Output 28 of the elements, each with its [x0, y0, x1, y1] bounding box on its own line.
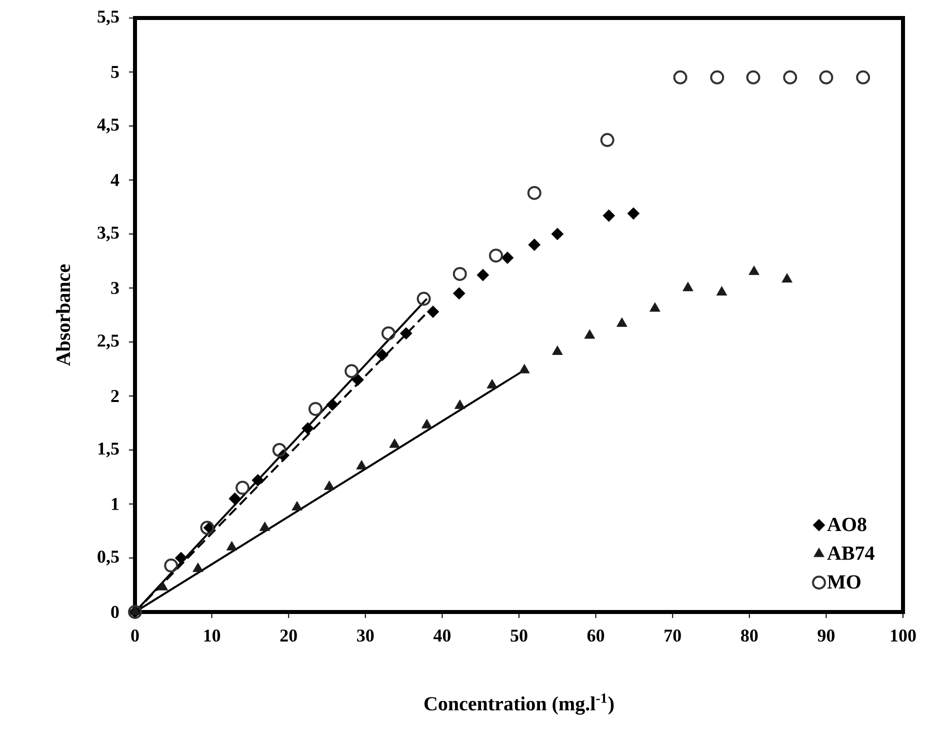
x-tick-label: 40: [433, 630, 451, 642]
y-tick-label: 5: [111, 66, 119, 78]
x-tick-label: 80: [741, 630, 758, 642]
y-axis-title: Absorbance: [56, 264, 70, 366]
x-tick-label: 70: [664, 630, 681, 642]
y-tick-label: 2: [111, 390, 119, 402]
legend-label: AO8: [827, 518, 866, 532]
y-tick-label: 3: [111, 282, 119, 294]
x-tick-label: 100: [890, 630, 916, 642]
x-tick-label: 30: [357, 630, 374, 642]
x-tick-label: 20: [280, 630, 297, 642]
x-tick-label: 50: [510, 630, 528, 642]
legend-label: MO: [827, 575, 860, 589]
legend-label: AB74: [827, 546, 874, 560]
y-tick-label: 5,5: [98, 10, 119, 26]
x-axis-title: Concentration (mg.l$^{-1}$): [424, 694, 614, 715]
y-tick-label: 0,5: [98, 550, 119, 566]
y-tick-label: 3,5: [98, 226, 119, 242]
y-tick-label: 2,5: [98, 334, 119, 350]
y-tick-label: 4: [110, 174, 120, 186]
y-tick-label: 4,5: [97, 118, 119, 134]
y-tick-label: 1: [112, 498, 119, 510]
x-tick-label: 10: [204, 630, 220, 642]
x-tick-label: 60: [587, 630, 604, 642]
y-tick-label: 0: [111, 606, 119, 618]
x-tick-label: 0: [131, 630, 139, 642]
y-tick-label: 1,5: [98, 442, 119, 458]
x-tick-label: 90: [818, 630, 835, 642]
